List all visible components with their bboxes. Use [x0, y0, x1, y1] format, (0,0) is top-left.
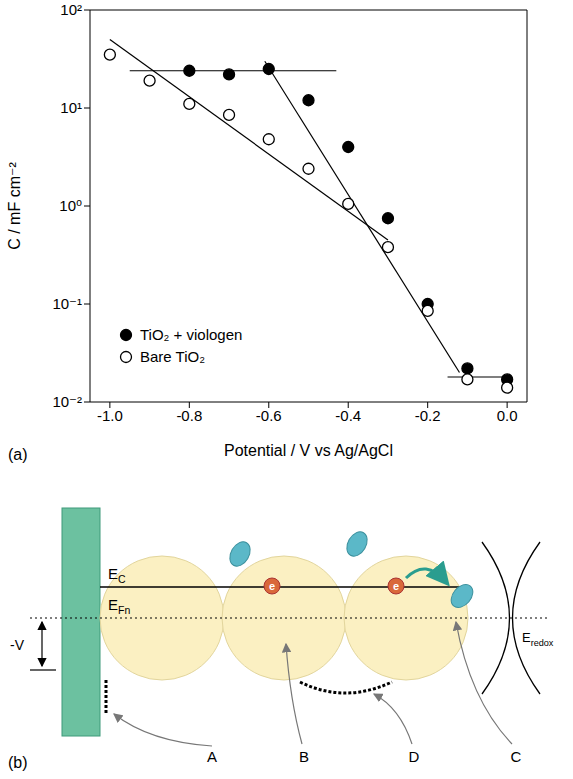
svg-text:-0.6: -0.6 [256, 407, 282, 424]
svg-text:-0.4: -0.4 [335, 407, 361, 424]
svg-text:A: A [207, 748, 217, 765]
svg-text:10²: 10² [60, 1, 82, 18]
svg-text:e: e [269, 580, 275, 592]
svg-text:-V: -V [10, 637, 25, 653]
svg-text:10¹: 10¹ [60, 99, 82, 116]
svg-text:0.0: 0.0 [497, 407, 518, 424]
svg-text:Potential / V vs Ag/AgCl: Potential / V vs Ag/AgCl [224, 442, 393, 459]
svg-text:(b): (b) [8, 754, 28, 771]
svg-text:Eredox: Eredox [522, 630, 554, 648]
svg-text:B: B [299, 748, 309, 765]
svg-text:e: e [393, 580, 399, 592]
html-text:Bare TiO₂: Bare TiO₂ [140, 348, 205, 365]
svg-text:10⁻¹: 10⁻¹ [52, 295, 82, 312]
svg-text:D: D [409, 748, 420, 765]
svg-text:C / mF cm⁻²: C / mF cm⁻² [6, 162, 23, 250]
svg-text:-1.0: -1.0 [97, 407, 123, 424]
html-text:TiO₂ + viologen: TiO₂ + viologen [140, 326, 243, 343]
svg-text:EC: EC [108, 565, 126, 585]
svg-text:EFn: EFn [108, 596, 130, 616]
html-text:(a): (a) [8, 446, 28, 463]
svg-text:10⁻²: 10⁻² [52, 393, 82, 410]
svg-text:-0.2: -0.2 [415, 407, 441, 424]
svg-text:-0.8: -0.8 [176, 407, 202, 424]
svg-text:10⁰: 10⁰ [59, 197, 82, 214]
svg-text:C: C [511, 748, 522, 765]
